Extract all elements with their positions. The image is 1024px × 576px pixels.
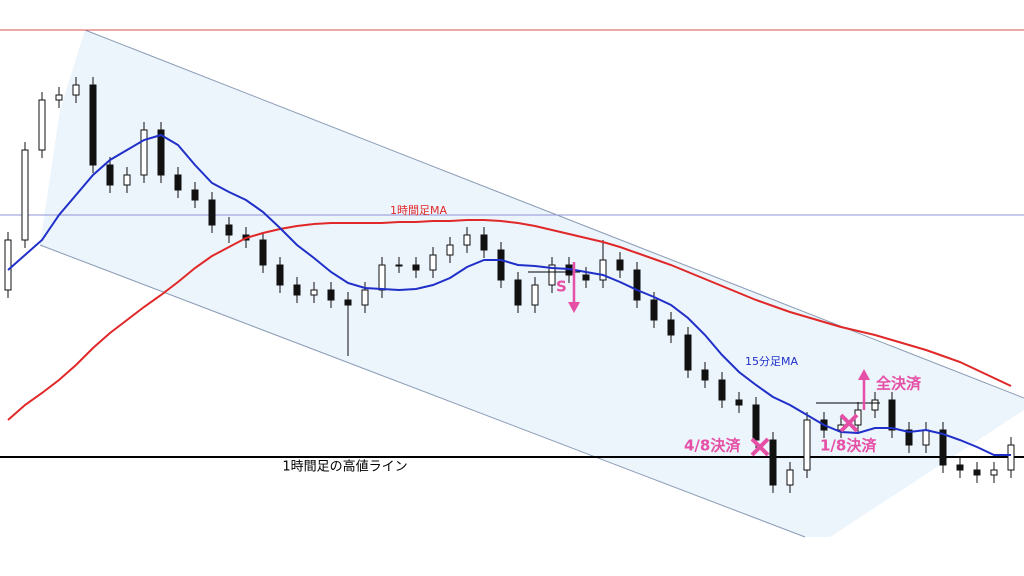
level-label: 1時間足の高値ライン: [282, 459, 407, 475]
candle-body: [956, 464, 964, 471]
candle-body: [140, 129, 148, 176]
candle-body: [21, 149, 29, 241]
candle-body: [157, 129, 165, 176]
candle-body: [327, 289, 335, 301]
candle-body: [973, 469, 981, 476]
ma-lines: 1時間足MA 15分足MA: [7, 133, 1012, 456]
candle-body: [446, 244, 454, 256]
candle-body: [174, 174, 182, 191]
candle-body: [684, 334, 692, 371]
levels: 1時間足の高値ライン: [0, 29, 1024, 475]
candle-body: [378, 264, 386, 291]
candle-body: [208, 199, 216, 226]
candle-body: [905, 429, 913, 446]
ma-line: [7, 219, 1012, 421]
candle-body: [939, 429, 947, 466]
candle-body: [514, 279, 522, 306]
candle-body: [735, 399, 743, 406]
candle-body: [38, 99, 46, 151]
candle-body: [803, 419, 811, 471]
candle-body: [72, 84, 80, 96]
candle-body: [361, 289, 369, 306]
candle-body: [769, 439, 777, 486]
sell-label: S: [556, 278, 567, 296]
candle-body: [616, 259, 624, 271]
candle-body: [752, 404, 760, 441]
candle-body: [922, 429, 930, 446]
candle-body: [463, 234, 471, 246]
candle-body: [497, 249, 505, 281]
candle-body: [191, 189, 199, 201]
exit-cross: [750, 437, 770, 457]
candle-body: [650, 299, 658, 321]
ma-label: 1時間足MA: [390, 204, 447, 217]
candle-body: [667, 319, 675, 336]
channel-fill: [40, 30, 1024, 537]
candle-body: [718, 379, 726, 401]
candle-body: [4, 239, 12, 291]
channel-upper: [84, 29, 1024, 399]
candle-body: [55, 94, 63, 101]
candle-body: [990, 469, 998, 476]
candle-body: [259, 239, 267, 266]
trade-marks: [528, 262, 880, 457]
candle-body: [633, 269, 641, 301]
close-arrow-head: [858, 369, 870, 380]
candle-body: [480, 234, 488, 251]
candle-body: [225, 224, 233, 236]
ma-label: 15分足MA: [745, 355, 798, 368]
candle-body: [1007, 444, 1015, 471]
candle-body: [293, 284, 301, 296]
candle-body: [276, 264, 284, 286]
candle-body: [599, 259, 607, 281]
candle-body: [123, 174, 131, 186]
trend-channel: [39, 29, 1024, 538]
candle-body: [871, 399, 879, 411]
sell-arrow-head: [568, 302, 580, 313]
ma-line: [7, 133, 1011, 456]
exit-cross: [839, 413, 859, 433]
note-partial-close: 1/8決済: [820, 437, 877, 455]
candle-body: [412, 264, 420, 271]
note-full-close: 全決済: [876, 375, 922, 393]
candle-body: [429, 254, 437, 271]
candles: [4, 77, 1015, 493]
candle-body: [548, 264, 556, 286]
candle-body: [786, 469, 794, 486]
candle-body: [531, 284, 539, 306]
candle-body: [582, 274, 590, 281]
annotations: S 全決済 4/8決済 1/8決済: [556, 278, 922, 455]
candle-body: [310, 289, 318, 296]
candle-body: [701, 369, 709, 381]
candle-body: [395, 264, 403, 267]
candle-body: [89, 84, 97, 166]
channel-lower: [39, 244, 806, 538]
candle-body: [344, 299, 352, 306]
note-partial-close: 4/8決済: [684, 437, 741, 455]
candle-body: [888, 399, 896, 431]
candle-body: [106, 164, 114, 186]
